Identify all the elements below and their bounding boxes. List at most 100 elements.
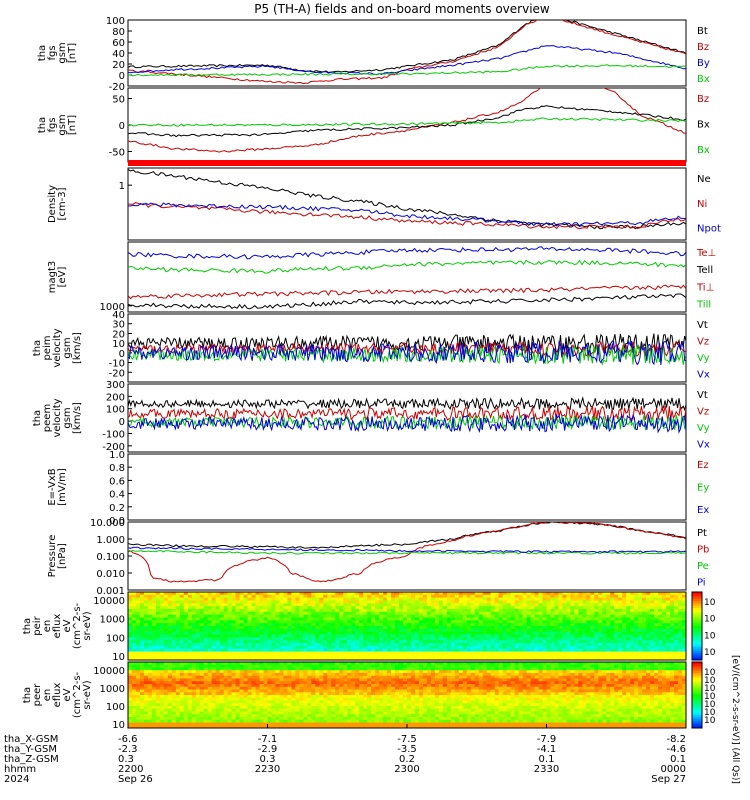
heatmap-cell xyxy=(506,670,512,674)
heatmap-cell xyxy=(462,600,468,604)
heatmap-cell xyxy=(375,600,380,604)
legend-Bz: Bz xyxy=(697,94,709,105)
heatmap-cell xyxy=(458,673,464,677)
heatmap-cell xyxy=(418,640,424,644)
heatmap-cell xyxy=(263,678,268,682)
heatmap-cell xyxy=(646,643,651,647)
heatmap-cell xyxy=(199,654,205,658)
heatmap-cell xyxy=(442,626,448,630)
heatmap-cell xyxy=(574,623,579,627)
heatmap-cell xyxy=(347,670,352,674)
heatmap-cell xyxy=(630,651,635,655)
heatmap-cell xyxy=(359,643,364,647)
heatmap-cell xyxy=(654,617,659,621)
heatmap-cell xyxy=(355,592,360,596)
heatmap-cell xyxy=(231,603,237,607)
heatmap-cell xyxy=(131,637,137,641)
heatmap-cell xyxy=(155,631,161,635)
heatmap-cell xyxy=(183,600,189,604)
heatmap-cell xyxy=(219,637,225,641)
heatmap-cell xyxy=(574,673,579,677)
heatmap-cell xyxy=(630,634,635,638)
heatmap-cell xyxy=(682,667,687,671)
heatmap-cell xyxy=(355,648,360,652)
heatmap-cell xyxy=(470,603,476,607)
heatmap-cell xyxy=(207,662,213,666)
heatmap-cell xyxy=(251,597,257,601)
heatmap-cell xyxy=(223,623,229,627)
heatmap-cell xyxy=(171,657,177,661)
heatmap-cell xyxy=(183,651,189,655)
heatmap-cell xyxy=(558,648,563,652)
heatmap-cell xyxy=(542,634,547,638)
heatmap-cell xyxy=(275,609,280,613)
heatmap-cell xyxy=(434,681,440,685)
heatmap-cell xyxy=(682,628,687,633)
heatmap-cell xyxy=(554,643,559,647)
heatmap-cell xyxy=(131,678,137,682)
heatmap-cell xyxy=(462,626,468,630)
heatmap-cell xyxy=(662,662,667,666)
heatmap-cell xyxy=(570,592,575,596)
heatmap-cell xyxy=(359,662,364,666)
heatmap-cell xyxy=(371,645,376,650)
heatmap-cell xyxy=(283,651,288,655)
heatmap-cell xyxy=(339,594,344,599)
heatmap-cell xyxy=(135,609,141,613)
heatmap-cell xyxy=(283,637,288,641)
heatmap-cell xyxy=(131,654,137,658)
heatmap-cell xyxy=(658,662,663,666)
heatmap-cell xyxy=(319,664,324,668)
heatmap-cell xyxy=(422,654,428,658)
panel-frame xyxy=(127,167,687,241)
heatmap-cell xyxy=(542,681,547,685)
heatmap-cell xyxy=(239,614,245,618)
heatmap-cell xyxy=(319,623,324,627)
heatmap-cell xyxy=(335,651,340,655)
heatmap-cell xyxy=(650,614,655,618)
heatmap-cell xyxy=(299,594,304,599)
heatmap-cell xyxy=(379,614,384,618)
heatmap-cell xyxy=(462,648,468,652)
heatmap-cell xyxy=(175,648,181,652)
legend-Bx: Bx xyxy=(697,145,710,156)
y-axis-label: tha xyxy=(37,117,48,133)
heatmap-cell xyxy=(442,597,448,601)
heatmap-cell xyxy=(642,623,647,627)
series-line-Till xyxy=(128,293,686,310)
heatmap-cell xyxy=(510,617,516,621)
heatmap-cell xyxy=(578,651,583,655)
heatmap-cell xyxy=(371,620,376,624)
heatmap-cell xyxy=(383,614,388,618)
heatmap-cell xyxy=(570,675,575,679)
heatmap-cell xyxy=(434,609,440,613)
heatmap-cell xyxy=(239,600,245,604)
heatmap-cell xyxy=(323,631,328,635)
heatmap-cell xyxy=(219,654,225,658)
heatmap-cell xyxy=(203,684,209,688)
heatmap-cell xyxy=(418,611,424,616)
heatmap-cell xyxy=(155,686,161,690)
heatmap-cell xyxy=(514,609,520,613)
colorbar-cell xyxy=(692,601,702,604)
heatmap-cell xyxy=(367,620,372,624)
heatmap-cell xyxy=(426,670,432,674)
heatmap-cell xyxy=(287,643,292,647)
heatmap-cell xyxy=(418,664,424,668)
heatmap-cell xyxy=(442,620,448,624)
heatmap-cell xyxy=(167,617,173,621)
heatmap-cell xyxy=(682,645,687,650)
heatmap-cell xyxy=(307,640,312,644)
heatmap-cell xyxy=(614,594,619,599)
heatmap-cell xyxy=(299,614,304,618)
heatmap-cell xyxy=(311,675,316,679)
heatmap-cell xyxy=(454,684,460,688)
heatmap-cell xyxy=(279,651,284,655)
series-group xyxy=(128,88,686,153)
heatmap-cell xyxy=(395,628,400,633)
heatmap-cell xyxy=(143,611,149,616)
heatmap-cell xyxy=(379,654,384,658)
heatmap-cell xyxy=(670,614,675,618)
heatmap-cell xyxy=(267,623,272,627)
heatmap-cell xyxy=(379,617,384,621)
